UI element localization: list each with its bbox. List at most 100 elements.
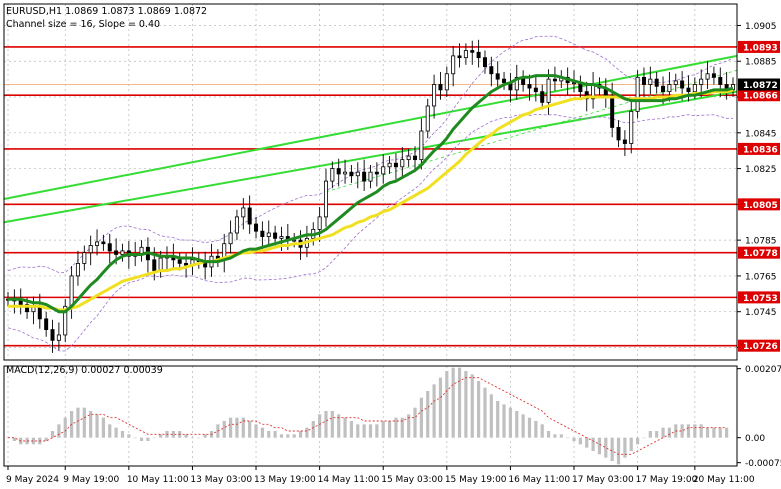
candle-body <box>266 232 271 237</box>
candle-body <box>241 207 246 218</box>
macd-bar <box>705 427 710 438</box>
candle-body <box>400 159 405 168</box>
macd-bar <box>375 424 379 438</box>
candle-body <box>184 262 189 266</box>
candle-body <box>463 50 468 59</box>
macd-bar <box>515 411 519 438</box>
macd-bar <box>394 417 398 438</box>
candle-body <box>718 76 723 85</box>
macd-bar <box>597 437 602 455</box>
macd-bar <box>108 424 112 438</box>
current-price-bg <box>738 78 780 91</box>
macd-bar <box>267 431 271 438</box>
price-channel <box>3 54 738 224</box>
macd-bar <box>381 421 385 438</box>
macd-bar <box>489 394 493 438</box>
macd-bar <box>718 427 722 438</box>
candle-body <box>25 304 30 313</box>
time-tick-label: 13 May 03:00 <box>190 475 252 485</box>
macd-info: MACD(12,26,9) 0.00027 0.00039 <box>6 365 163 376</box>
macd-bar <box>483 387 487 438</box>
level-label: 1.0778 <box>743 249 778 259</box>
candle-body <box>387 162 392 168</box>
macd-bar <box>693 424 697 438</box>
candle-body <box>482 57 487 68</box>
macd-bar <box>356 424 360 438</box>
macd-bar <box>305 427 309 438</box>
macd-bar <box>222 421 226 438</box>
time-tick-label: 15 May 19:00 <box>445 475 507 485</box>
macd-bar <box>101 417 105 438</box>
macd-bar <box>432 384 436 438</box>
candle-body <box>292 239 297 242</box>
level-label: 1.0753 <box>743 294 778 304</box>
macd-bar <box>387 421 392 438</box>
level-label: 1.0836 <box>743 145 778 155</box>
macd-bar <box>44 437 48 441</box>
macd-bar <box>89 411 93 438</box>
time-tick-label: 16 May 11:00 <box>508 475 570 485</box>
time-tick-label: 14 May 11:00 <box>318 475 380 485</box>
macd-bar <box>248 421 252 438</box>
candle-body <box>260 230 265 237</box>
macd-bar <box>712 427 716 438</box>
candle-body <box>629 110 634 144</box>
macd-bar <box>362 424 366 438</box>
level-label-bg <box>738 291 780 304</box>
candle-body <box>616 127 621 141</box>
macd-bar <box>146 437 150 441</box>
macd-bar <box>184 434 188 438</box>
candle-body <box>177 259 182 264</box>
macd-bar <box>725 427 729 438</box>
chart-frame <box>3 3 738 467</box>
current-price-label: 1.0872 <box>743 81 778 91</box>
macd-bar <box>241 417 245 438</box>
candle-body <box>419 130 424 161</box>
candle-body <box>438 84 443 91</box>
candle-body <box>425 105 430 132</box>
macd-bar <box>680 424 684 438</box>
macd-bar <box>197 437 201 439</box>
macd-bar <box>50 431 55 438</box>
candle-body <box>572 82 577 85</box>
candle-body <box>495 73 500 80</box>
macd-bar <box>171 431 175 438</box>
candle-body <box>158 257 163 271</box>
time-tick-label: 17 May 19:00 <box>636 475 698 485</box>
candle-body <box>362 171 367 182</box>
candle-body <box>37 305 42 320</box>
macd-bar <box>318 414 322 438</box>
macd-bar <box>286 434 290 438</box>
macd-bar <box>559 434 563 438</box>
macd-bar <box>203 434 207 438</box>
macd-bar <box>95 414 99 438</box>
macd-bar <box>127 434 131 438</box>
macd-bar <box>636 437 640 445</box>
candle-body <box>489 66 494 75</box>
channel-upper <box>3 54 738 200</box>
macd-bar <box>591 437 595 451</box>
candle-body <box>82 252 87 264</box>
macd-bar <box>686 424 691 438</box>
candle-body <box>381 166 386 175</box>
candle-body <box>107 243 112 252</box>
macd-bar <box>159 434 163 438</box>
macd-bar <box>311 421 315 438</box>
macd-bar <box>152 437 156 439</box>
candle-body <box>330 168 335 182</box>
candle-body <box>355 171 360 177</box>
macd-bar <box>57 424 61 438</box>
time-axis: 9 May 2024 9 May 19:00 10 May 11:00 13 May … <box>6 466 755 485</box>
support-resistance-levels <box>4 46 737 347</box>
macd-bar <box>368 424 373 438</box>
macd-bar <box>496 401 500 438</box>
macd-tick-label: -0.00075 <box>745 459 781 469</box>
candle-body <box>699 78 704 85</box>
macd-tick-label: 0.00 <box>745 434 765 444</box>
candle-body <box>114 250 119 255</box>
candle-body <box>540 91 545 103</box>
time-tick-label: 20 May 11:00 <box>693 475 755 485</box>
macd-bar <box>120 431 125 438</box>
time-tick-label: 10 May 11:00 <box>127 475 189 485</box>
macd-bar <box>292 434 296 438</box>
